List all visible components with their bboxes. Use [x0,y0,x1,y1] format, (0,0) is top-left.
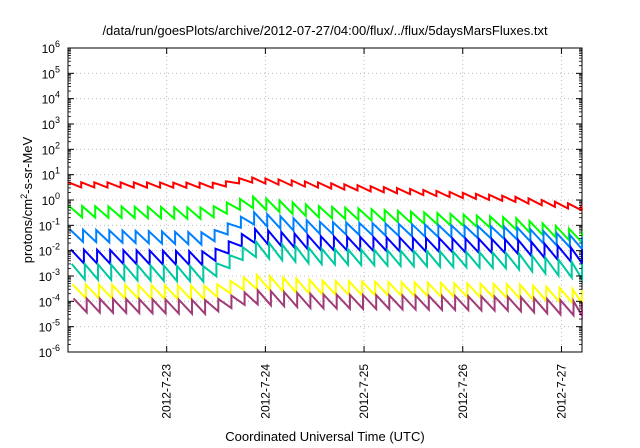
y-tick-label: 10-1 [39,216,60,233]
y-tick-label: 101 [42,166,60,183]
y-tick-base: 10 [42,143,56,157]
series-line-5 [70,238,583,285]
series-line-2 [68,194,583,246]
y-tick-exponent: 4 [55,90,60,100]
y-tick-label: 106 [42,39,60,56]
y-tick-label: 100 [42,191,60,208]
x-tick-label: 2012-7-23 [160,364,174,419]
y-tick-exponent: -5 [52,318,60,328]
y-tick-label: 10-5 [39,318,60,335]
series-line-7 [72,287,583,320]
y-tick-label: 10-3 [39,267,60,284]
x-tick-label: 2012-7-24 [258,364,272,419]
y-axis-ticks: 10-610-510-410-310-210-11001011021031041… [39,39,582,360]
y-tick-exponent: -6 [52,343,60,353]
x-tick-label: 2012-7-27 [554,364,568,419]
y-tick-exponent: -4 [52,292,60,302]
y-tick-base: 10 [42,67,56,81]
y-tick-base: 10 [39,295,53,309]
series-layer [67,175,583,320]
series-line-3 [69,209,583,252]
y-axis-label-suffix: -s-sr-MeV [20,136,35,193]
y-axis-label: protons/cm2-s-sr-MeV [19,136,35,263]
x-axis-ticks: 2012-7-23 2012-7-24 2012-7-25 2012-7-26 2012… [160,48,568,419]
y-tick-exponent: 6 [55,39,60,49]
y-tick-base: 10 [39,245,53,259]
y-tick-label: 10-4 [39,292,60,309]
y-tick-base: 10 [42,169,56,183]
x-axis-label: Coordinated Universal Time (UTC) [225,429,424,444]
y-tick-base: 10 [39,346,53,360]
y-tick-exponent: 3 [55,115,60,125]
y-tick-base: 10 [39,270,53,284]
series-line-6 [71,272,583,308]
x-tick-label: 2012-7-26 [456,364,470,419]
y-axis-label-sup: 2 [19,194,29,199]
y-tick-label: 105 [42,64,60,81]
y-tick-label: 10-2 [39,242,60,259]
series-line-4 [70,226,583,268]
y-tick-base: 10 [42,42,56,56]
x-tick-label: 2012-7-25 [357,364,371,419]
y-tick-exponent: -1 [52,216,60,226]
y-tick-exponent: 1 [55,166,60,176]
y-tick-label: 102 [42,140,60,157]
series-line-1 [67,175,583,212]
y-tick-label: 104 [42,90,60,107]
y-tick-base: 10 [42,194,56,208]
y-tick-exponent: 5 [55,64,60,74]
y-tick-exponent: 2 [55,140,60,150]
y-tick-base: 10 [39,321,53,335]
y-tick-exponent: 0 [55,191,60,201]
y-tick-exponent: -2 [52,242,60,252]
y-tick-label: 103 [42,115,60,132]
y-axis-label-prefix: protons/cm [20,199,35,263]
y-tick-base: 10 [39,219,53,233]
y-tick-base: 10 [42,93,56,107]
grid [68,48,582,352]
y-tick-exponent: -3 [52,267,60,277]
chart-title: /data/run/goesPlots/archive/2012-07-27/0… [102,23,548,38]
y-tick-label: 10-6 [39,343,60,360]
y-tick-base: 10 [42,118,56,132]
